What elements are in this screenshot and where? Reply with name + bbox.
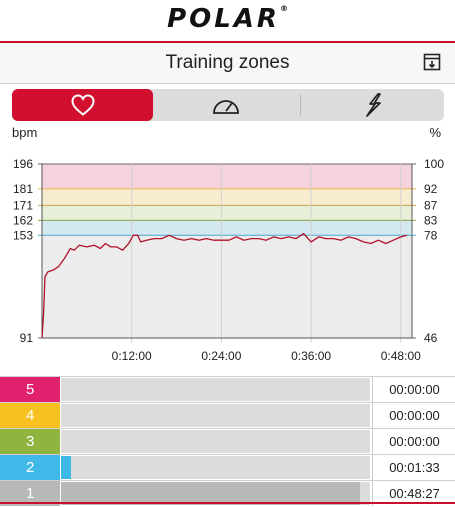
zone-label-5: 5 — [0, 377, 60, 402]
y-tick-bpm: 196 — [13, 157, 33, 171]
zone-bar-fill — [61, 482, 361, 505]
zone-row-2: 2 00:01:33 — [0, 455, 455, 480]
hr-line-series — [41, 232, 407, 339]
zone-bar-4 — [61, 404, 370, 427]
zone-label-3: 3 — [0, 429, 60, 454]
zone-band — [42, 164, 412, 189]
zone-time-1: 00:48:27 — [372, 481, 455, 506]
y-tick-percent: 100 — [424, 157, 444, 171]
zone-divider — [0, 480, 455, 481]
zone-time-3: 00:00:00 — [372, 429, 455, 454]
zone-label-2: 2 — [0, 455, 60, 480]
zone-row-5: 5 00:00:00 — [0, 377, 455, 402]
y-tick-bpm: 91 — [20, 331, 34, 345]
zone-band — [42, 205, 412, 221]
zone-type-tabs — [12, 89, 444, 121]
zone-bar-1 — [61, 482, 370, 505]
zone-time-4: 00:00:00 — [372, 403, 455, 428]
zone-bar-5 — [61, 378, 370, 401]
export-button[interactable] — [423, 53, 441, 71]
header-bar: Training zones — [0, 41, 455, 84]
y-tick-percent: 46 — [424, 331, 438, 345]
zone-bar-2 — [61, 456, 370, 479]
y-tick-percent: 87 — [424, 198, 438, 212]
hr-chart: bpm% 196 181 171 162 153 91 100 92 87 83 78 46 0:12:0… — [0, 124, 455, 372]
logo-text: POLAR — [167, 4, 280, 34]
x-tick-label: 0:24:00 — [201, 349, 241, 363]
y-tick-bpm: 171 — [13, 198, 33, 212]
logo-registered-mark: ® — [279, 4, 288, 13]
y-axis-label-bpm: bpm — [12, 125, 37, 140]
zone-summary: 5 00:00:00 4 00:00:00 3 00:00:00 2 00:01… — [0, 376, 455, 507]
status-bar — [0, 0, 455, 40]
zone-bar-fill — [61, 456, 71, 479]
y-tick-percent: 78 — [424, 228, 438, 242]
zone-divider — [0, 454, 455, 455]
zone-bar-3 — [61, 430, 370, 453]
export-icon — [423, 53, 441, 71]
polar-logo: POLAR® — [0, 4, 455, 34]
zone-row-4: 4 00:00:00 — [0, 403, 455, 428]
lightning-icon — [365, 93, 381, 117]
heart-icon — [70, 94, 95, 116]
x-tick-label: 0:48:00 — [381, 349, 421, 363]
zone-time-5: 00:00:00 — [372, 377, 455, 402]
y-tick-percent: 83 — [424, 213, 438, 227]
zone-row-3: 3 00:00:00 — [0, 429, 455, 454]
y-tick-bpm: 181 — [13, 182, 33, 196]
y-tick-bpm: 153 — [13, 228, 33, 242]
zone-time-2: 00:01:33 — [372, 455, 455, 480]
x-tick-label: 0:36:00 — [291, 349, 331, 363]
zone-label-4: 4 — [0, 403, 60, 428]
page-title: Training zones — [165, 52, 290, 73]
y-tick-percent: 92 — [424, 182, 438, 196]
speedometer-icon — [213, 100, 239, 114]
zone-divider — [0, 376, 455, 377]
x-tick-label: 0:12:00 — [112, 349, 152, 363]
tab-heart-rate[interactable] — [12, 89, 153, 121]
zone-band — [42, 188, 412, 206]
bottom-accent-line — [0, 502, 455, 504]
zone-label-1: 1 — [0, 481, 60, 506]
zone-row-1: 1 00:48:27 — [0, 481, 455, 506]
zone-divider — [0, 428, 455, 429]
tab-separator — [300, 95, 301, 115]
zone-band — [42, 220, 412, 236]
zone-divider — [0, 402, 455, 403]
tab-power[interactable] — [301, 89, 444, 121]
y-axis-label-percent: % — [429, 125, 441, 140]
tab-speed[interactable] — [154, 89, 298, 121]
y-tick-bpm: 162 — [13, 213, 33, 227]
